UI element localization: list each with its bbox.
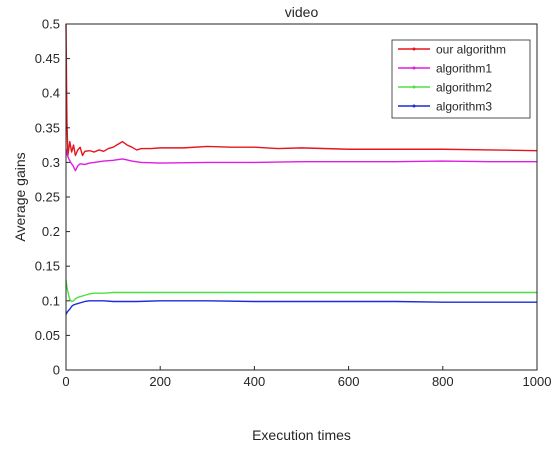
legend-label-3: algorithm2 [436, 81, 492, 95]
legend-marker-3 [412, 85, 416, 89]
legend-label-2: algorithm1 [436, 62, 492, 76]
y-tick-label: 0.2 [42, 224, 60, 239]
legend-label-4: algorithm3 [436, 100, 492, 114]
x-axis-label: Execution times [252, 427, 351, 443]
legend-marker-1 [412, 47, 416, 51]
x-tick-label: 200 [149, 374, 171, 389]
x-tick-label: 600 [338, 374, 360, 389]
series-layer [65, 23, 538, 315]
series-line-3 [65, 279, 537, 303]
x-tick-label: 1000 [523, 374, 552, 389]
legend-marker-4 [412, 104, 416, 108]
x-tick-label: 0 [62, 374, 69, 389]
x-tick-label: 400 [244, 374, 266, 389]
y-tick-label: 0.4 [42, 86, 60, 101]
series-line-1 [65, 23, 538, 157]
x-tick-label: 800 [432, 374, 454, 389]
series-line-4 [65, 300, 537, 315]
y-tick-label: 0.15 [35, 259, 60, 274]
y-tick-label: 0 [53, 363, 60, 378]
legend: our algorithm algorithm1 algorithm2 algorit… [391, 39, 531, 119]
chart-title: video [285, 4, 319, 20]
y-tick-label: 0.5 [42, 17, 60, 32]
plot-frame [65, 23, 538, 371]
axis-layer: 0 200 400 600 800 1000 0 0.05 0.1 0.15 0.2 0.25 0.3 0… [35, 17, 552, 390]
y-tick-label: 0.1 [42, 293, 60, 308]
legend-label-1: our algorithm [436, 43, 506, 57]
y-tick-label: 0.25 [35, 190, 60, 205]
legend-marker-2 [412, 66, 416, 70]
y-axis-label: Average gains [12, 152, 28, 241]
y-tick-label: 0.05 [35, 328, 60, 343]
y-tick-label: 0.3 [42, 155, 60, 170]
series-line-2 [65, 148, 537, 172]
y-tick-label: 0.35 [35, 120, 60, 135]
y-tick-label: 0.45 [35, 51, 60, 66]
